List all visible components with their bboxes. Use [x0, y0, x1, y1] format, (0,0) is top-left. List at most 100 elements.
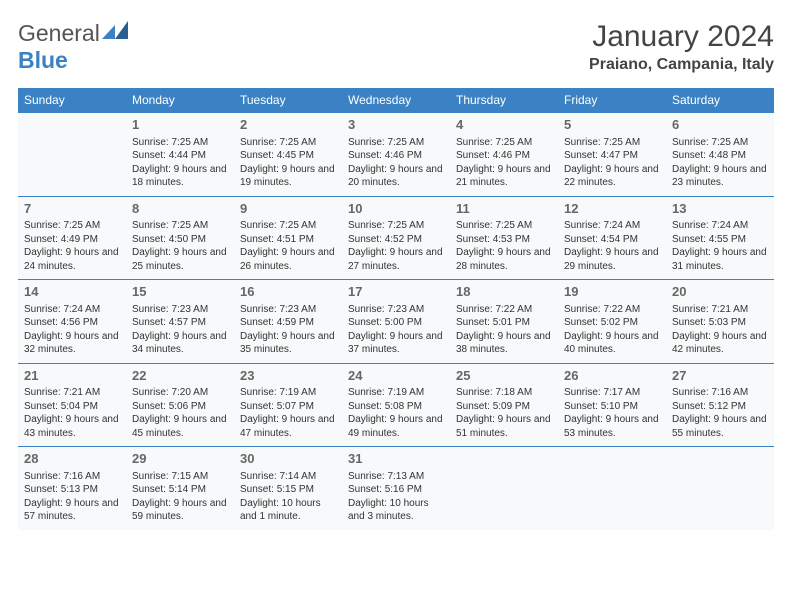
sunrise-line: Sunrise: 7:24 AM — [672, 219, 768, 233]
daylight-line: Daylight: 9 hours and 40 minutes. — [564, 330, 660, 357]
page: General Blue January 2024 Praiano, Campa… — [0, 0, 792, 540]
calendar-row: 14Sunrise: 7:24 AMSunset: 4:56 PMDayligh… — [18, 280, 774, 364]
sunset-line: Sunset: 5:15 PM — [240, 483, 336, 497]
calendar-cell: 4Sunrise: 7:25 AMSunset: 4:46 PMDaylight… — [450, 113, 558, 197]
daylight-line: Daylight: 10 hours and 3 minutes. — [348, 497, 444, 524]
day-number: 16 — [240, 283, 336, 301]
sunrise-line: Sunrise: 7:23 AM — [348, 303, 444, 317]
calendar-cell: 17Sunrise: 7:23 AMSunset: 5:00 PMDayligh… — [342, 280, 450, 364]
sunset-line: Sunset: 5:07 PM — [240, 400, 336, 414]
calendar-cell: 14Sunrise: 7:24 AMSunset: 4:56 PMDayligh… — [18, 280, 126, 364]
sunset-line: Sunset: 5:01 PM — [456, 316, 552, 330]
logo-word-blue: Blue — [18, 47, 68, 73]
sunset-line: Sunset: 4:49 PM — [24, 233, 120, 247]
calendar-cell: 31Sunrise: 7:13 AMSunset: 5:16 PMDayligh… — [342, 447, 450, 530]
daylight-line: Daylight: 9 hours and 34 minutes. — [132, 330, 228, 357]
day-number: 23 — [240, 367, 336, 385]
day-number: 29 — [132, 450, 228, 468]
sunrise-line: Sunrise: 7:20 AM — [132, 386, 228, 400]
day-number: 20 — [672, 283, 768, 301]
sunrise-line: Sunrise: 7:25 AM — [348, 136, 444, 150]
day-number: 2 — [240, 116, 336, 134]
day-number: 28 — [24, 450, 120, 468]
sunrise-line: Sunrise: 7:24 AM — [24, 303, 120, 317]
calendar-cell: 10Sunrise: 7:25 AMSunset: 4:52 PMDayligh… — [342, 196, 450, 280]
sunrise-line: Sunrise: 7:25 AM — [456, 136, 552, 150]
calendar-cell — [450, 447, 558, 530]
calendar-cell: 18Sunrise: 7:22 AMSunset: 5:01 PMDayligh… — [450, 280, 558, 364]
daylight-line: Daylight: 9 hours and 51 minutes. — [456, 413, 552, 440]
sunset-line: Sunset: 5:14 PM — [132, 483, 228, 497]
daylight-line: Daylight: 9 hours and 59 minutes. — [132, 497, 228, 524]
calendar-cell: 22Sunrise: 7:20 AMSunset: 5:06 PMDayligh… — [126, 363, 234, 447]
day-number: 5 — [564, 116, 660, 134]
sunset-line: Sunset: 4:45 PM — [240, 149, 336, 163]
logo-text: General Blue — [18, 20, 128, 74]
sunset-line: Sunset: 5:16 PM — [348, 483, 444, 497]
daylight-line: Daylight: 9 hours and 31 minutes. — [672, 246, 768, 273]
sunrise-line: Sunrise: 7:25 AM — [240, 219, 336, 233]
daylight-line: Daylight: 9 hours and 53 minutes. — [564, 413, 660, 440]
day-number: 15 — [132, 283, 228, 301]
sunrise-line: Sunrise: 7:13 AM — [348, 470, 444, 484]
daylight-line: Daylight: 9 hours and 47 minutes. — [240, 413, 336, 440]
sunset-line: Sunset: 4:55 PM — [672, 233, 768, 247]
sunrise-line: Sunrise: 7:21 AM — [24, 386, 120, 400]
month-title: January 2024 — [589, 20, 774, 54]
calendar-cell: 28Sunrise: 7:16 AMSunset: 5:13 PMDayligh… — [18, 447, 126, 530]
daylight-line: Daylight: 9 hours and 18 minutes. — [132, 163, 228, 190]
sunset-line: Sunset: 5:03 PM — [672, 316, 768, 330]
logo: General Blue — [18, 20, 128, 74]
daylight-line: Daylight: 9 hours and 32 minutes. — [24, 330, 120, 357]
calendar-row: 7Sunrise: 7:25 AMSunset: 4:49 PMDaylight… — [18, 196, 774, 280]
logo-word-general: General — [18, 20, 100, 46]
column-header: Tuesday — [234, 88, 342, 113]
daylight-line: Daylight: 9 hours and 21 minutes. — [456, 163, 552, 190]
sunrise-line: Sunrise: 7:19 AM — [240, 386, 336, 400]
calendar-cell: 6Sunrise: 7:25 AMSunset: 4:48 PMDaylight… — [666, 113, 774, 197]
sunset-line: Sunset: 4:56 PM — [24, 316, 120, 330]
column-header: Sunday — [18, 88, 126, 113]
calendar-cell: 9Sunrise: 7:25 AMSunset: 4:51 PMDaylight… — [234, 196, 342, 280]
calendar-cell: 26Sunrise: 7:17 AMSunset: 5:10 PMDayligh… — [558, 363, 666, 447]
sunset-line: Sunset: 4:51 PM — [240, 233, 336, 247]
day-number: 25 — [456, 367, 552, 385]
sunrise-line: Sunrise: 7:23 AM — [240, 303, 336, 317]
day-number: 10 — [348, 200, 444, 218]
sunrise-line: Sunrise: 7:25 AM — [240, 136, 336, 150]
calendar-cell: 1Sunrise: 7:25 AMSunset: 4:44 PMDaylight… — [126, 113, 234, 197]
daylight-line: Daylight: 9 hours and 20 minutes. — [348, 163, 444, 190]
daylight-line: Daylight: 9 hours and 57 minutes. — [24, 497, 120, 524]
calendar-cell: 11Sunrise: 7:25 AMSunset: 4:53 PMDayligh… — [450, 196, 558, 280]
sunrise-line: Sunrise: 7:24 AM — [564, 219, 660, 233]
calendar-cell: 20Sunrise: 7:21 AMSunset: 5:03 PMDayligh… — [666, 280, 774, 364]
calendar-row: 28Sunrise: 7:16 AMSunset: 5:13 PMDayligh… — [18, 447, 774, 530]
sunrise-line: Sunrise: 7:25 AM — [132, 136, 228, 150]
day-number: 26 — [564, 367, 660, 385]
daylight-line: Daylight: 9 hours and 25 minutes. — [132, 246, 228, 273]
calendar-cell: 8Sunrise: 7:25 AMSunset: 4:50 PMDaylight… — [126, 196, 234, 280]
day-number: 24 — [348, 367, 444, 385]
sunset-line: Sunset: 5:09 PM — [456, 400, 552, 414]
calendar-cell: 23Sunrise: 7:19 AMSunset: 5:07 PMDayligh… — [234, 363, 342, 447]
sunrise-line: Sunrise: 7:15 AM — [132, 470, 228, 484]
daylight-line: Daylight: 9 hours and 43 minutes. — [24, 413, 120, 440]
sunset-line: Sunset: 5:13 PM — [24, 483, 120, 497]
sunset-line: Sunset: 4:54 PM — [564, 233, 660, 247]
day-number: 22 — [132, 367, 228, 385]
daylight-line: Daylight: 9 hours and 35 minutes. — [240, 330, 336, 357]
daylight-line: Daylight: 9 hours and 55 minutes. — [672, 413, 768, 440]
calendar-cell: 19Sunrise: 7:22 AMSunset: 5:02 PMDayligh… — [558, 280, 666, 364]
column-header: Wednesday — [342, 88, 450, 113]
calendar-table: SundayMondayTuesdayWednesdayThursdayFrid… — [18, 88, 774, 530]
column-header: Friday — [558, 88, 666, 113]
sunset-line: Sunset: 4:52 PM — [348, 233, 444, 247]
calendar-body: 1Sunrise: 7:25 AMSunset: 4:44 PMDaylight… — [18, 113, 774, 530]
calendar-cell: 24Sunrise: 7:19 AMSunset: 5:08 PMDayligh… — [342, 363, 450, 447]
day-number: 4 — [456, 116, 552, 134]
sunset-line: Sunset: 4:47 PM — [564, 149, 660, 163]
calendar-row: 1Sunrise: 7:25 AMSunset: 4:44 PMDaylight… — [18, 113, 774, 197]
calendar-cell: 5Sunrise: 7:25 AMSunset: 4:47 PMDaylight… — [558, 113, 666, 197]
calendar-cell: 16Sunrise: 7:23 AMSunset: 4:59 PMDayligh… — [234, 280, 342, 364]
calendar-cell: 3Sunrise: 7:25 AMSunset: 4:46 PMDaylight… — [342, 113, 450, 197]
